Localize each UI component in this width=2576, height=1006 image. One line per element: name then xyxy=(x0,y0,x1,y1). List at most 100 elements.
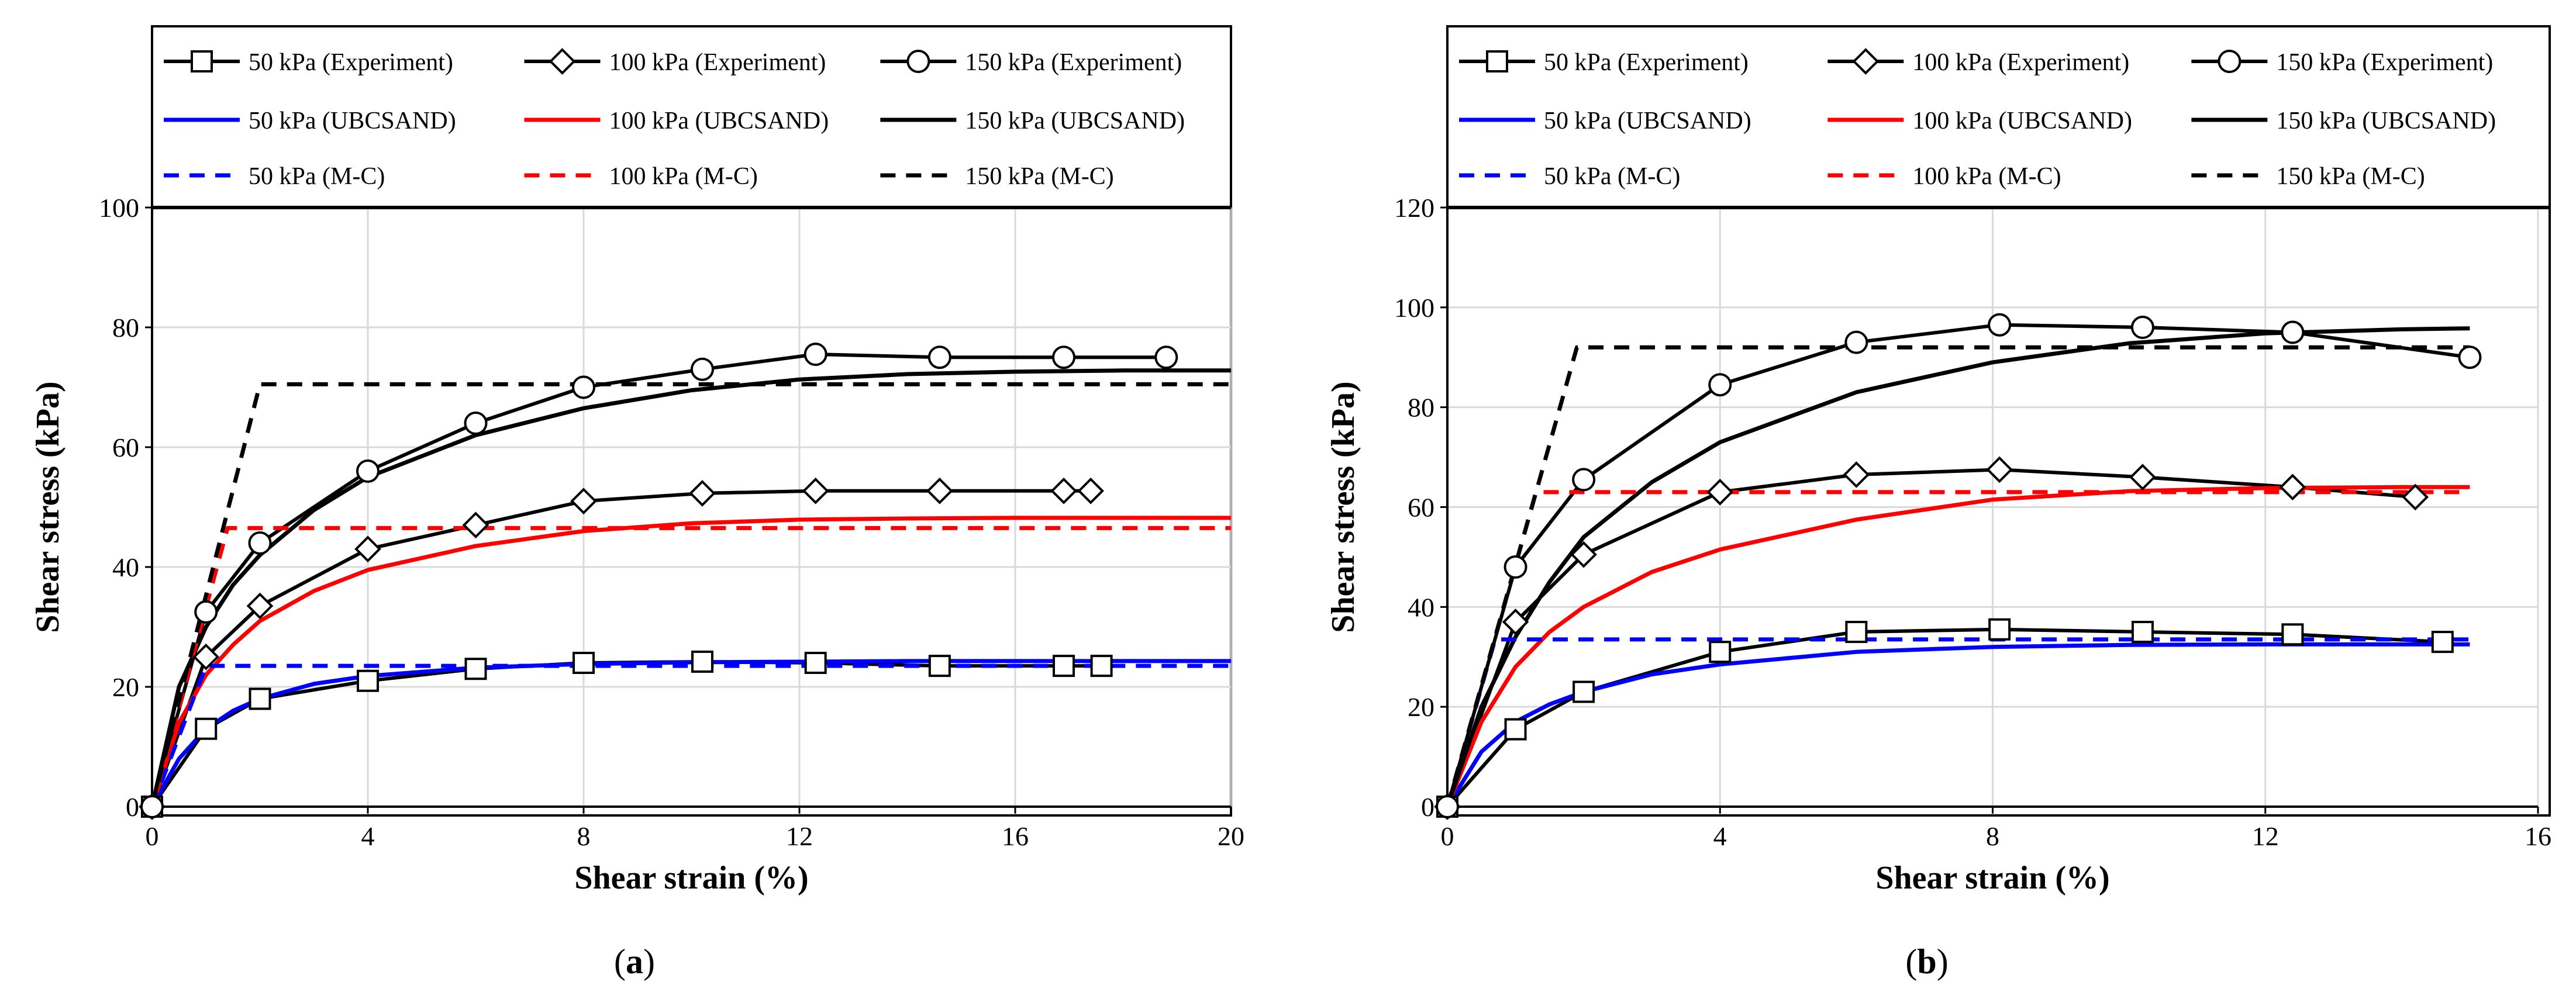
legend-label: 100 kPa (M-C) xyxy=(609,163,758,190)
plot-frame xyxy=(1446,25,2551,817)
y-tick-label: 80 xyxy=(1408,393,1434,423)
data-point xyxy=(691,650,713,673)
data-point xyxy=(1709,641,1732,663)
y-tick-label: 80 xyxy=(112,313,139,343)
plot-frame xyxy=(151,25,1232,817)
legend-label: 100 kPa (Experiment) xyxy=(1912,49,2129,76)
series-line xyxy=(150,663,1231,808)
data-point xyxy=(464,658,487,680)
legend-label: 150 kPa (Experiment) xyxy=(2276,49,2493,76)
data-point xyxy=(1844,330,1868,354)
data-point xyxy=(1843,461,1870,488)
y-tick-label: 40 xyxy=(112,552,139,582)
data-point xyxy=(140,795,164,818)
data-point xyxy=(2279,473,2306,501)
chart-panel-b: 0 4 8 12 16 0 20 40 60 80 100 120 Shear strain (%) Sh… xyxy=(1325,25,2551,981)
x-axis-title: Shear strain (%) xyxy=(1875,860,2109,896)
data-point xyxy=(2402,483,2429,511)
legend-label: 50 kPa (UBCSAND) xyxy=(249,108,456,134)
data-point xyxy=(926,477,953,504)
series-line xyxy=(1446,642,2470,808)
data-point xyxy=(2281,320,2305,344)
data-point xyxy=(689,480,716,507)
legend-label: 150 kPa (UBCSAND) xyxy=(965,108,1185,134)
data-point xyxy=(804,652,827,674)
y-tick-label: 100 xyxy=(1394,293,1434,323)
x-axis-title: Shear strain (%) xyxy=(574,860,808,896)
legend-swatch-marker xyxy=(2218,50,2242,73)
data-point xyxy=(804,343,827,367)
y-tick-label: 20 xyxy=(112,672,139,702)
series-line xyxy=(1446,627,2443,808)
data-point xyxy=(249,687,271,710)
data-point xyxy=(2129,464,2156,491)
data-point xyxy=(927,345,951,369)
legend-label: 50 kPa (Experiment) xyxy=(1544,49,1749,76)
data-point xyxy=(572,375,595,399)
data-point xyxy=(2130,316,2154,339)
x-tick-label: 16 xyxy=(1002,821,1029,851)
legend-swatch-marker xyxy=(906,50,930,73)
y-tick-label: 0 xyxy=(1421,792,1434,822)
data-point xyxy=(1988,618,2011,641)
legend-label: 150 kPa (Experiment) xyxy=(965,49,1182,76)
series-line xyxy=(1446,323,2470,807)
data-point xyxy=(1708,373,1732,397)
data-point xyxy=(690,357,714,381)
data-point xyxy=(1436,795,1459,818)
panel-caption: (a) xyxy=(614,942,655,981)
x-tick-label: 0 xyxy=(146,821,159,851)
legend-swatch-marker xyxy=(1486,50,1508,72)
x-tick-label: 0 xyxy=(1441,821,1454,851)
data-point xyxy=(1988,313,2012,337)
y-tick-label: 20 xyxy=(1408,692,1434,722)
data-point xyxy=(195,717,218,740)
legend-label: 100 kPa (UBCSAND) xyxy=(609,108,829,134)
x-tick-label: 16 xyxy=(2525,821,2551,851)
data-point xyxy=(1503,555,1527,579)
data-point xyxy=(1053,655,1075,677)
legend-swatch-marker xyxy=(191,50,213,72)
data-point xyxy=(464,412,488,435)
data-point xyxy=(1986,456,2013,483)
legend-label: 150 kPa (UBCSAND) xyxy=(2276,108,2496,134)
y-tick-label: 40 xyxy=(1408,592,1434,622)
data-point xyxy=(2281,623,2304,646)
data-point xyxy=(928,655,951,677)
legend-label: 150 kPa (M-C) xyxy=(2276,163,2425,190)
data-point xyxy=(802,477,829,504)
data-point xyxy=(246,592,274,620)
data-point xyxy=(1154,345,1178,369)
data-point xyxy=(570,488,597,515)
data-point xyxy=(2131,621,2154,644)
series-line xyxy=(150,526,1231,807)
legend-label: 100 kPa (Experiment) xyxy=(609,49,826,76)
data-point xyxy=(357,669,379,692)
y-axis-title: Shear stress (kPa) xyxy=(1325,381,1361,632)
data-point xyxy=(1052,345,1076,369)
y-tick-label: 0 xyxy=(126,792,139,822)
data-point xyxy=(1502,609,1529,635)
y-tick-label: 60 xyxy=(1408,493,1434,523)
panel-caption: (b) xyxy=(1905,942,1948,981)
legend-label: 50 kPa (UBCSAND) xyxy=(1544,108,1751,134)
data-point xyxy=(194,600,218,624)
series-line xyxy=(150,660,1102,808)
data-point xyxy=(248,531,272,555)
series-line xyxy=(1445,637,2470,807)
legend-swatch-marker xyxy=(1852,48,1880,75)
x-tick-label: 12 xyxy=(786,821,813,851)
data-point xyxy=(1573,680,1595,703)
y-tick-label: 100 xyxy=(99,193,139,223)
data-point xyxy=(2431,631,2454,654)
series-line xyxy=(1445,485,2470,808)
legend-label: 50 kPa (Experiment) xyxy=(249,49,453,76)
chart-panel-a: 0 4 8 12 16 20 0 20 40 60 80 100 Shear strain (%) She… xyxy=(30,25,1244,981)
y-axis-title: Shear stress (kPa) xyxy=(30,381,66,632)
series-line xyxy=(150,382,1231,807)
x-tick-label: 4 xyxy=(1713,821,1727,851)
series-line xyxy=(1445,345,2470,807)
panel-caption-letter: b xyxy=(1917,942,1936,981)
data-point xyxy=(1504,718,1527,741)
